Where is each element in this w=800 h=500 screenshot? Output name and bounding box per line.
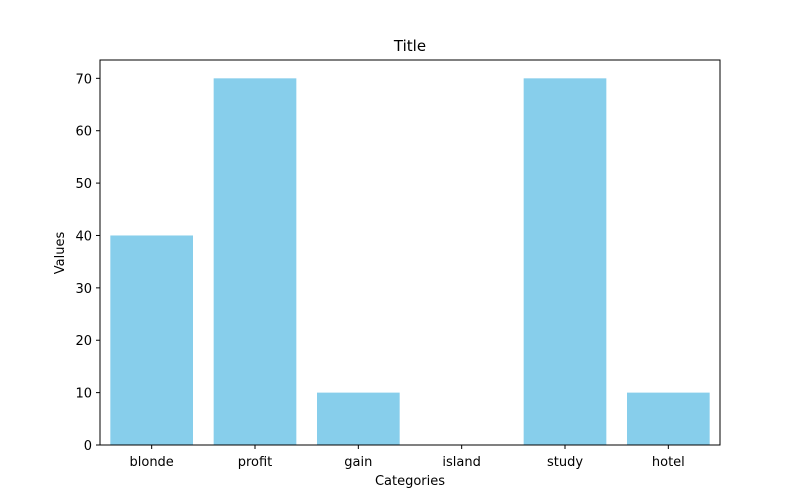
x-tick-label: island — [442, 455, 480, 470]
bars-group — [110, 78, 710, 445]
y-tick-label: 10 — [75, 387, 92, 402]
y-axis-ticks: 0 10 20 30 40 50 60 70 — [75, 72, 100, 454]
plot-frame — [99, 59, 721, 446]
x-tick-label: study — [547, 455, 583, 470]
bar-profit — [213, 78, 297, 445]
x-tick-label: blonde — [130, 455, 174, 470]
x-tick-label: hotel — [652, 455, 685, 470]
bar-gain — [317, 392, 400, 445]
x-axis-label: Categories — [375, 474, 445, 489]
y-axis-label: Values — [53, 232, 68, 275]
x-tick-label: gain — [344, 455, 372, 470]
bar-blonde — [110, 235, 193, 445]
bar-hotel — [627, 392, 710, 445]
x-tick-label: profit — [238, 455, 273, 470]
y-tick-label: 20 — [75, 334, 92, 349]
y-tick-label: 30 — [75, 282, 92, 297]
y-tick-label: 60 — [75, 125, 92, 140]
chart-title: Title — [393, 37, 426, 55]
bar-study — [523, 78, 607, 445]
y-tick-label: 0 — [84, 439, 92, 454]
y-tick-label: 40 — [75, 229, 92, 244]
x-axis-ticks: blonde profit gain island study hotel — [130, 445, 685, 470]
y-tick-label: 70 — [75, 72, 92, 87]
y-tick-label: 50 — [75, 177, 92, 192]
